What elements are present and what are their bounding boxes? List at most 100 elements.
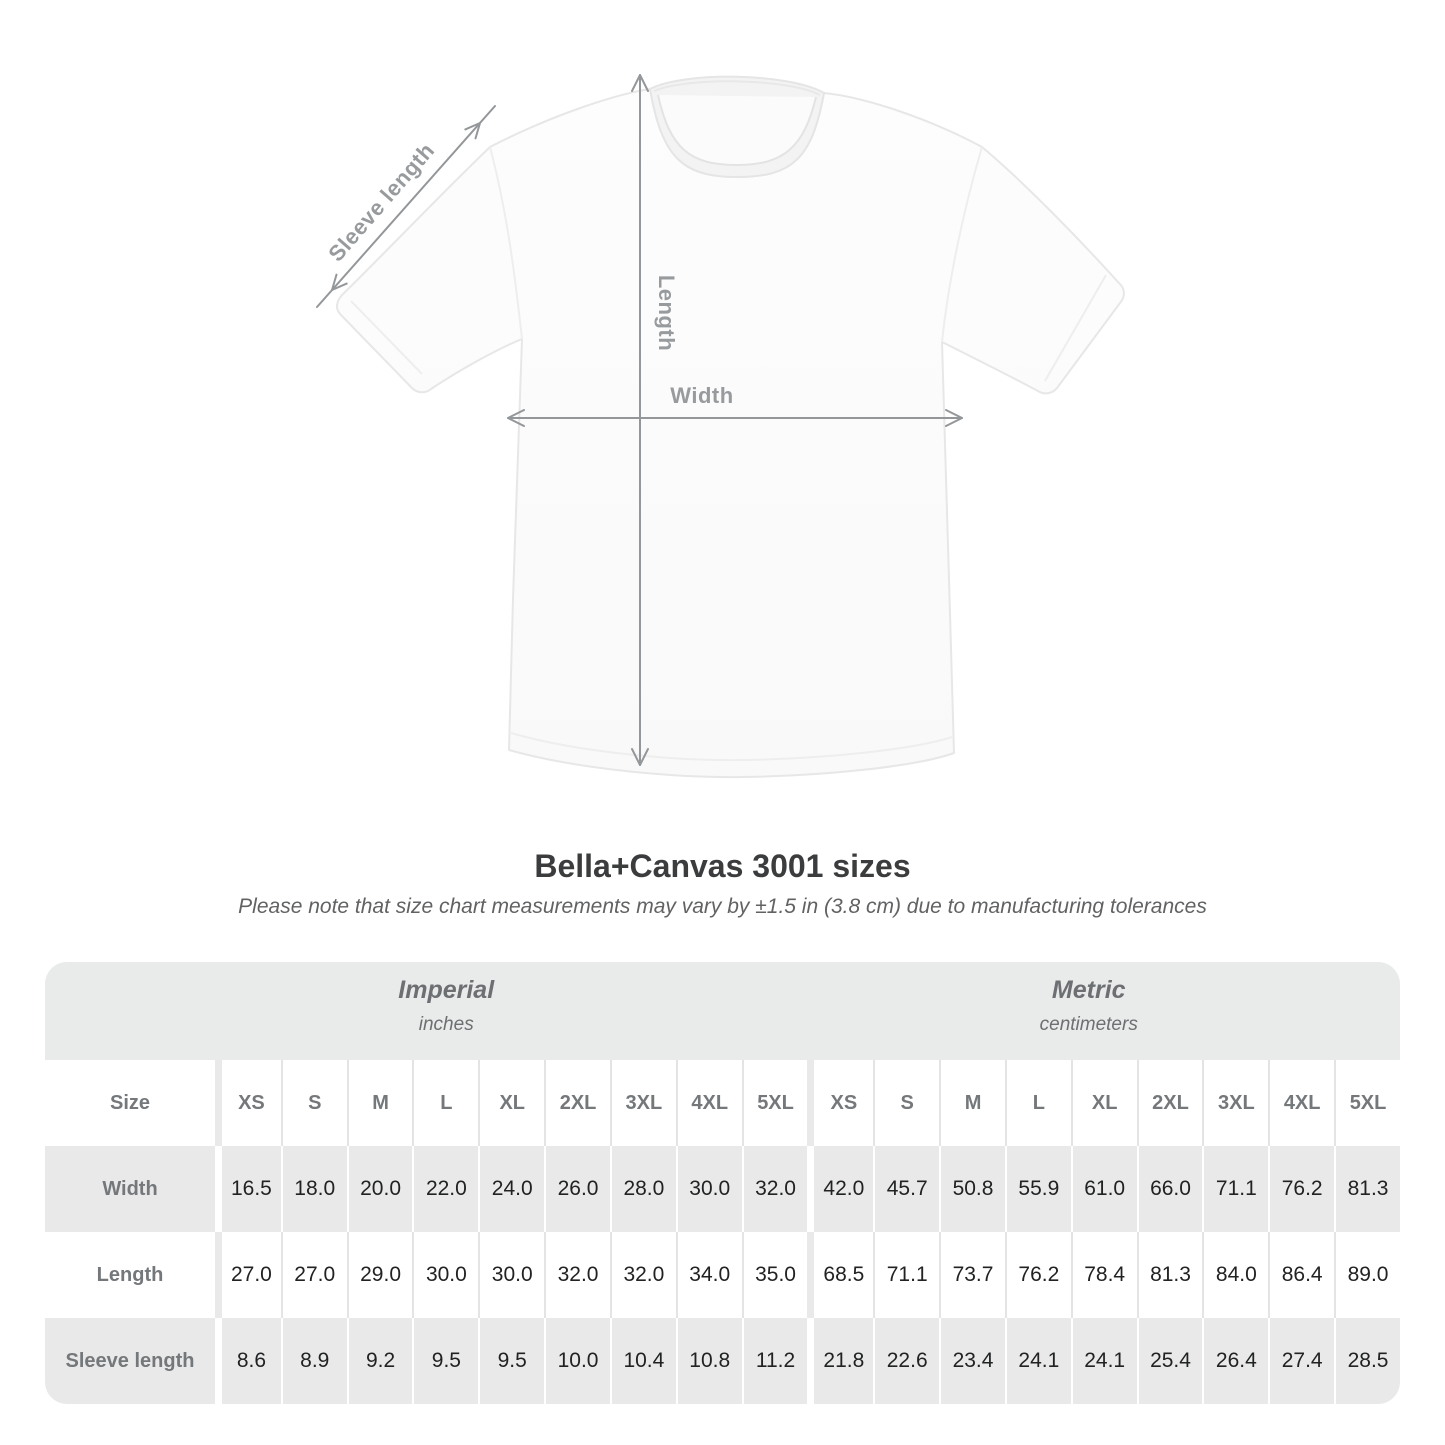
value-cell: 61.0 [1070,1146,1137,1232]
value-cell: 89.0 [1334,1232,1400,1318]
value-cell: 30.0 [412,1232,479,1318]
value-cell: 8.9 [280,1318,347,1404]
value-cell: 84.0 [1202,1232,1269,1318]
size-chart-body: Imperial inches Metric centimeters Size … [45,962,1400,1404]
value-cell: 10.4 [609,1318,676,1404]
size-col-header: S [873,1060,940,1146]
metric-label: Metric [1051,976,1126,1004]
value-cell: 26.0 [544,1146,610,1232]
value-cell: 76.2 [1004,1232,1071,1318]
value-cell: 25.4 [1136,1318,1203,1404]
row-label: Sleeve length [45,1318,215,1404]
tolerance-note: Please note that size chart measurements… [238,895,1207,918]
value-cell: 22.6 [873,1318,940,1404]
value-cell: 11.2 [741,1318,808,1404]
value-cell: 29.0 [346,1232,413,1318]
value-cell: 28.5 [1334,1318,1400,1404]
size-col-header: XS [215,1060,281,1146]
size-header-row: Size XS S M L XL 2XL 3XL 4XL 5XL XS S M L XL 2XL 3XL 4XL… [45,1060,1400,1146]
value-cell: 68.5 [807,1232,874,1318]
value-cell: 42.0 [807,1146,874,1232]
value-cell: 18.0 [280,1146,347,1232]
imperial-unit-label: inches [418,1014,474,1035]
units-header-row: Imperial inches Metric centimeters [45,962,1400,1060]
value-cell: 10.0 [544,1318,610,1404]
size-col-header: XL [478,1060,545,1146]
row-label: Length [45,1232,215,1318]
value-cell: 32.0 [741,1146,808,1232]
size-col-header: S [280,1060,347,1146]
value-cell: 35.0 [741,1232,808,1318]
value-cell: 34.0 [675,1232,742,1318]
size-col-header: 3XL [609,1060,676,1146]
size-corner-label: Size [45,1060,215,1146]
value-cell: 24.1 [1070,1318,1137,1404]
size-col-header: L [412,1060,479,1146]
size-col-header: L [1004,1060,1071,1146]
value-cell: 27.0 [215,1232,281,1318]
size-col-header: 3XL [1202,1060,1269,1146]
measurement-row: Width 16.5 18.0 20.0 22.0 24.0 26.0 28.0 30.0 32.… [45,1146,1400,1232]
size-col-header: 4XL [675,1060,742,1146]
value-cell: 9.5 [478,1318,545,1404]
value-cell: 81.3 [1136,1232,1203,1318]
value-cell: 50.8 [939,1146,1005,1232]
metric-unit-label: centimeters [1039,1014,1138,1035]
value-cell: 30.0 [478,1232,545,1318]
value-cell: 16.5 [215,1146,281,1232]
value-cell: 24.0 [478,1146,545,1232]
value-cell: 9.5 [412,1318,479,1404]
tshirt-illustration [336,75,1125,779]
metric-section-header: Metric centimeters [807,962,1400,1060]
value-cell: 32.0 [544,1232,610,1318]
value-cell: 78.4 [1070,1232,1137,1318]
size-col-header: 2XL [1136,1060,1203,1146]
value-cell: 23.4 [939,1318,1005,1404]
value-cell: 9.2 [346,1318,413,1404]
row-label: Width [45,1146,215,1232]
length-label: Length [654,275,679,351]
value-cell: 26.4 [1202,1318,1269,1404]
width-arrow [507,409,963,427]
value-cell: 21.8 [807,1318,874,1404]
value-cell: 55.9 [1004,1146,1071,1232]
length-arrow [631,74,649,766]
size-col-header: M [346,1060,413,1146]
width-label: Width [670,383,733,408]
size-col-header: M [939,1060,1005,1146]
tshirt-measurement-diagram: Sleeve length Length Width [316,74,1125,779]
value-cell: 24.1 [1004,1318,1071,1404]
imperial-label: Imperial [398,976,495,1004]
value-cell: 32.0 [609,1232,676,1318]
sleeve-length-arrow [316,105,496,308]
size-col-header: 2XL [544,1060,610,1146]
value-cell: 27.0 [280,1232,347,1318]
value-cell: 8.6 [215,1318,281,1404]
value-cell: 30.0 [675,1146,742,1232]
size-col-header: 4XL [1268,1060,1335,1146]
value-cell: 28.0 [609,1146,676,1232]
size-col-header: XS [807,1060,874,1146]
value-cell: 71.1 [873,1232,940,1318]
value-cell: 27.4 [1268,1318,1335,1404]
size-chart-table: Imperial inches Metric centimeters Size … [45,962,1400,1404]
value-cell: 66.0 [1136,1146,1203,1232]
value-cell: 71.1 [1202,1146,1269,1232]
value-cell: 76.2 [1268,1146,1335,1232]
title-block: Bella+Canvas 3001 sizes Please note that… [0,848,1445,919]
value-cell: 81.3 [1334,1146,1400,1232]
size-col-header: XL [1070,1060,1137,1146]
measurement-row: Length 27.0 27.0 29.0 30.0 30.0 32.0 32.0 34.0 35… [45,1232,1400,1318]
value-cell: 45.7 [873,1146,940,1232]
size-col-header: 5XL [1334,1060,1400,1146]
value-cell: 86.4 [1268,1232,1335,1318]
page-title: Bella+Canvas 3001 sizes [534,848,911,884]
value-cell: 22.0 [412,1146,479,1232]
measurement-row: Sleeve length 8.6 8.9 9.2 9.5 9.5 10.0 10.4 10.8… [45,1318,1400,1404]
imperial-section-header: Imperial inches [45,962,808,1060]
value-cell: 10.8 [675,1318,742,1404]
value-cell: 73.7 [939,1232,1005,1318]
value-cell: 20.0 [346,1146,413,1232]
size-col-header: 5XL [741,1060,808,1146]
